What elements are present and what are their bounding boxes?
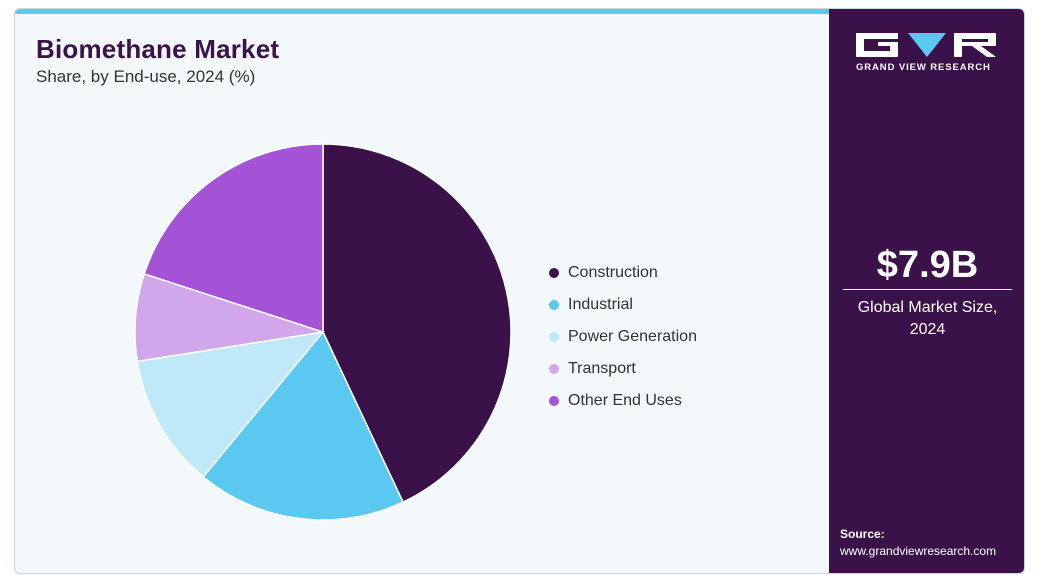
divider bbox=[843, 289, 1012, 290]
legend-swatch bbox=[549, 364, 559, 374]
legend-label: Industrial bbox=[568, 296, 633, 313]
legend-label: Other End Uses bbox=[568, 392, 682, 409]
pie-slice-construction bbox=[322, 143, 512, 504]
pie-slice-power-generation bbox=[136, 330, 325, 478]
market-size-label: Global Market Size, 2024 bbox=[857, 299, 998, 338]
gvr-logo: GRAND VIEW RESEARCH bbox=[856, 33, 1001, 73]
source-url: www.grandviewresearch.com bbox=[840, 544, 997, 558]
source-label: Source: bbox=[840, 527, 885, 541]
market-size-value: $7.9B bbox=[876, 244, 979, 286]
pie-chart bbox=[134, 143, 512, 521]
pie-slice-other-end-uses bbox=[143, 143, 324, 334]
chart-subtitle: Share, by End-use, 2024 (%) bbox=[36, 67, 256, 86]
legend-item-other-end-uses: Other End Uses bbox=[549, 385, 697, 417]
legend-label: Construction bbox=[568, 264, 658, 281]
legend-item-industrial: Industrial bbox=[549, 289, 697, 321]
chart-panel: Biomethane Market Share, by End-use, 202… bbox=[15, 9, 829, 573]
legend-swatch bbox=[549, 396, 559, 406]
legend-item-power-generation: Power Generation bbox=[549, 321, 697, 353]
legend-swatch bbox=[549, 300, 559, 310]
legend-item-transport: Transport bbox=[549, 353, 697, 385]
chart-card: Biomethane Market Share, by End-use, 202… bbox=[14, 8, 1025, 574]
pie-slice-industrial bbox=[202, 330, 405, 521]
gvr-logo-icon bbox=[856, 33, 996, 57]
summary-sidebar: GRAND VIEW RESEARCH $7.9B Global Market … bbox=[829, 9, 1024, 573]
chart-legend: Construction Industrial Power Generation Tr… bbox=[549, 257, 697, 417]
logo-text: GRAND VIEW RESEARCH bbox=[856, 62, 991, 73]
accent-bar bbox=[15, 9, 829, 14]
legend-swatch bbox=[549, 268, 559, 278]
legend-label: Power Generation bbox=[568, 328, 697, 345]
legend-item-construction: Construction bbox=[549, 257, 697, 289]
legend-swatch bbox=[549, 332, 559, 342]
chart-title: Biomethane Market bbox=[36, 34, 280, 64]
legend-label: Transport bbox=[568, 360, 636, 377]
